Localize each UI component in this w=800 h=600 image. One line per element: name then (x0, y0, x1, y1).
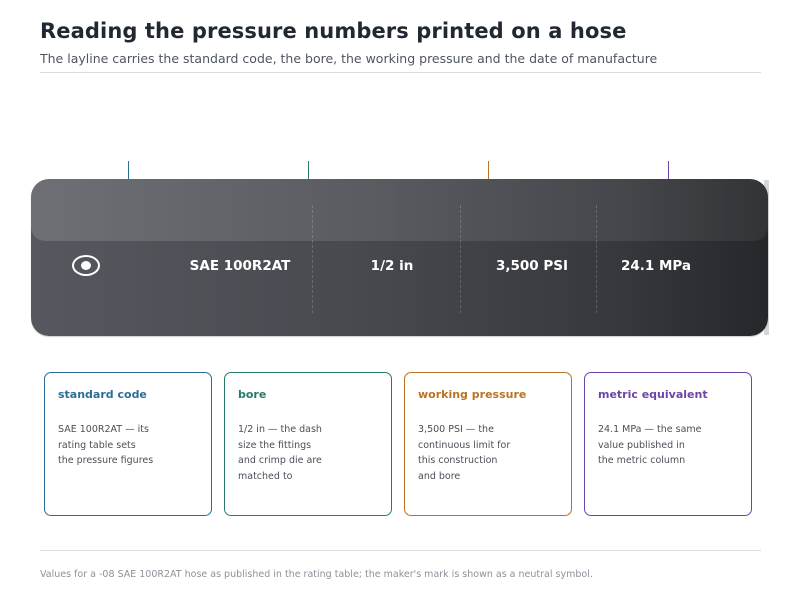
card-description: 3,500 PSI — the continuous limit for thi… (418, 422, 524, 484)
layline-metric-equivalent: 24.1 MPa (620, 258, 692, 274)
card-bore: bore 1/2 in — the dash size the fittings… (224, 372, 392, 516)
card-line: the metric column (598, 455, 686, 467)
footnote: Values for a -08 SAE 100R2AT hose as pub… (40, 569, 593, 580)
maker-mark-icon (72, 255, 100, 276)
page-title: Reading the pressure numbers printed on … (40, 19, 627, 43)
layline-bore: 1/2 in (370, 258, 414, 274)
hose-body: SAE 100R2AT 1/2 in 3,500 PSI 24.1 MPa (31, 179, 768, 336)
card-line: 1/2 in — the dash (238, 424, 322, 435)
card-description: 1/2 in — the dash size the fittings and … (238, 422, 344, 484)
card-title: working pressure (418, 388, 527, 401)
card-standard-code: standard code SAE 100R2AT — its rating t… (44, 372, 212, 516)
footer-divider (40, 550, 761, 551)
card-line: continuous limit for (418, 439, 511, 451)
card-line: and crimp die are (238, 455, 322, 467)
card-line: 24.1 MPa — the same (598, 424, 702, 435)
layline-working-pressure: 3,500 PSI (495, 258, 569, 274)
card-working-pressure: working pressure 3,500 PSI — the continu… (404, 372, 572, 516)
page-subtitle: The layline carries the standard code, t… (40, 51, 658, 66)
leader-tick-metric-equivalent (668, 161, 669, 180)
card-line: the pressure figures (58, 455, 154, 467)
card-title: standard code (58, 388, 147, 401)
card-description: 24.1 MPa — the same value published in t… (598, 422, 704, 469)
card-line: size the fittings (238, 439, 312, 451)
card-description: SAE 100R2AT — its rating table sets the … (58, 422, 164, 469)
card-line: value published in (598, 439, 685, 451)
card-line: this construction (418, 455, 498, 467)
field-divider (312, 205, 313, 313)
field-divider (460, 205, 461, 313)
hose-highlight (31, 179, 768, 241)
card-metric-equivalent: metric equivalent 24.1 MPa — the same va… (584, 372, 752, 516)
leader-tick-working-pressure (488, 161, 489, 180)
card-line: 3,500 PSI — the (418, 424, 494, 435)
card-line: SAE 100R2AT — its (58, 424, 149, 435)
leader-tick-standard-code (128, 161, 129, 180)
card-line: rating table sets (58, 439, 136, 451)
card-title: metric equivalent (598, 388, 708, 401)
field-divider (596, 205, 597, 313)
layline-standard-code: SAE 100R2AT (189, 258, 291, 274)
leader-tick-bore (308, 161, 309, 180)
card-title: bore (238, 388, 267, 401)
card-line: and bore (418, 470, 461, 482)
card-line: matched to (238, 470, 293, 482)
header-divider (40, 72, 761, 73)
